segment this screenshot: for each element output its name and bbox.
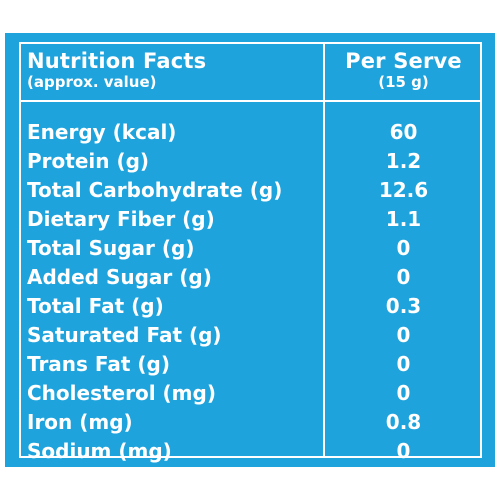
nutrient-label: Cholesterol (mg) bbox=[27, 381, 216, 405]
nutrient-row-iron: Iron (mg) 0.8 bbox=[21, 408, 480, 437]
nutrient-row-protein: Protein (g) 1.2 bbox=[21, 147, 480, 176]
nutrient-rows: Energy (kcal) 60 Protein (g) 1.2 Total C… bbox=[21, 118, 480, 466]
header-right: Per Serve (15 g) bbox=[325, 49, 482, 91]
nutrient-row-added-sugar: Added Sugar (g) 0 bbox=[21, 263, 480, 292]
table-subtitle: (approx. value) bbox=[27, 73, 157, 91]
nutrient-value: 0 bbox=[396, 352, 411, 376]
nutrient-value: 1.2 bbox=[385, 149, 422, 173]
nutrient-label: Energy (kcal) bbox=[27, 120, 177, 144]
nutrient-label: Iron (mg) bbox=[27, 410, 133, 434]
nutrient-label: Trans Fat (g) bbox=[27, 352, 171, 376]
nutrient-label: Total Fat (g) bbox=[27, 294, 164, 318]
nutrient-value: 0 bbox=[396, 381, 411, 405]
nutrient-value: 0.8 bbox=[385, 410, 422, 434]
column-subtitle: (15 g) bbox=[378, 73, 429, 91]
nutrient-value: 0 bbox=[396, 323, 411, 347]
header-left: Nutrition Facts (approx. value) bbox=[27, 49, 206, 91]
table-title: Nutrition Facts bbox=[27, 49, 207, 73]
nutrient-label: Protein (g) bbox=[27, 149, 150, 173]
nutrient-value: 0.3 bbox=[385, 294, 422, 318]
column-title: Per Serve bbox=[345, 49, 462, 73]
nutrient-row-dietary-fiber: Dietary Fiber (g) 1.1 bbox=[21, 205, 480, 234]
nutrient-row-saturated-fat: Saturated Fat (g) 0 bbox=[21, 321, 480, 350]
nutrient-value: 12.6 bbox=[378, 178, 429, 202]
nutrient-label: Dietary Fiber (g) bbox=[27, 207, 215, 231]
nutrient-row-sodium: Sodium (mg) 0 bbox=[21, 437, 480, 466]
nutrient-row-energy: Energy (kcal) 60 bbox=[21, 118, 480, 147]
nutrient-value: 60 bbox=[389, 120, 418, 144]
nutrient-label: Saturated Fat (g) bbox=[27, 323, 222, 347]
nutrient-row-cholesterol: Cholesterol (mg) 0 bbox=[21, 379, 480, 408]
nutrient-value: 0 bbox=[396, 236, 411, 260]
header-divider bbox=[21, 100, 480, 102]
nutrient-label: Total Carbohydrate (g) bbox=[27, 178, 283, 202]
nutrient-label: Sodium (mg) bbox=[27, 439, 172, 463]
nutrient-row-total-sugar: Total Sugar (g) 0 bbox=[21, 234, 480, 263]
nutrition-table: Nutrition Facts (approx. value) Per Serv… bbox=[19, 42, 482, 463]
nutrient-value: 0 bbox=[396, 265, 411, 289]
nutrient-label: Added Sugar (g) bbox=[27, 265, 212, 289]
nutrient-row-trans-fat: Trans Fat (g) 0 bbox=[21, 350, 480, 379]
column-divider bbox=[323, 44, 325, 456]
nutrition-panel: Nutrition Facts (approx. value) Per Serv… bbox=[5, 33, 495, 467]
nutrient-row-total-fat: Total Fat (g) 0.3 bbox=[21, 292, 480, 321]
nutrient-value: 1.1 bbox=[385, 207, 422, 231]
nutrient-row-total-carbohydrate: Total Carbohydrate (g) 12.6 bbox=[21, 176, 480, 205]
nutrient-value: 0 bbox=[396, 439, 411, 463]
nutrient-label: Total Sugar (g) bbox=[27, 236, 195, 260]
